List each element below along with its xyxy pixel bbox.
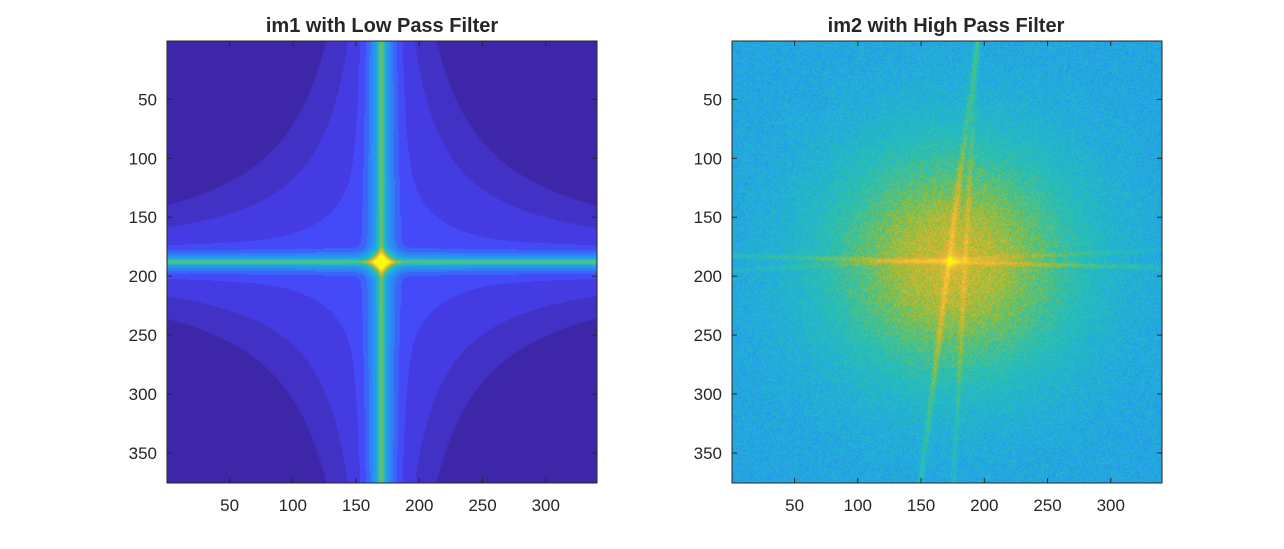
heatmap-image xyxy=(167,41,597,483)
y-tick-label: 200 xyxy=(129,267,157,286)
x-tick-label: 100 xyxy=(279,496,307,515)
x-tick-label: 300 xyxy=(1097,496,1125,515)
y-tick-label: 50 xyxy=(138,90,157,109)
y-tick-label: 350 xyxy=(129,444,157,463)
y-tick-label: 350 xyxy=(694,444,722,463)
tick-group: 50 100 150 200 250 300 50 100 150 200 250 300 350 xyxy=(129,41,597,515)
x-tick-label: 50 xyxy=(785,496,804,515)
y-tick-label: 200 xyxy=(694,267,722,286)
y-tick-label: 150 xyxy=(694,208,722,227)
y-tick-label: 150 xyxy=(129,208,157,227)
y-tick-label: 50 xyxy=(703,90,722,109)
heatmap-image xyxy=(732,41,1162,483)
y-tick-label: 300 xyxy=(694,385,722,404)
axes-frame xyxy=(166,40,598,484)
y-tick-label: 300 xyxy=(129,385,157,404)
y-tick-label: 100 xyxy=(129,149,157,168)
tick-group: 50 100 150 200 250 300 50 100 150 200 250 300 350 xyxy=(694,41,1162,515)
x-tick-label: 250 xyxy=(1033,496,1061,515)
x-tick-label: 150 xyxy=(342,496,370,515)
axes-frame xyxy=(731,40,1163,484)
chart-title: im2 with High Pass Filter xyxy=(828,15,1065,37)
y-tick-label: 250 xyxy=(129,326,157,345)
x-tick-label: 150 xyxy=(907,496,935,515)
heatmap-panel-im1: im1 with Low Pass Filter 50 100 150 200 250 3… xyxy=(129,15,598,515)
chart-title: im1 with Low Pass Filter xyxy=(266,15,498,37)
x-tick-label: 50 xyxy=(220,496,239,515)
y-tick-label: 250 xyxy=(694,326,722,345)
y-tick-label: 100 xyxy=(694,149,722,168)
x-tick-label: 250 xyxy=(468,496,496,515)
x-tick-label: 200 xyxy=(970,496,998,515)
x-tick-label: 200 xyxy=(405,496,433,515)
heatmap-panel-im2: im2 with High Pass Filter 50 100 150 200 250… xyxy=(694,15,1163,515)
x-tick-label: 300 xyxy=(532,496,560,515)
x-tick-label: 100 xyxy=(844,496,872,515)
